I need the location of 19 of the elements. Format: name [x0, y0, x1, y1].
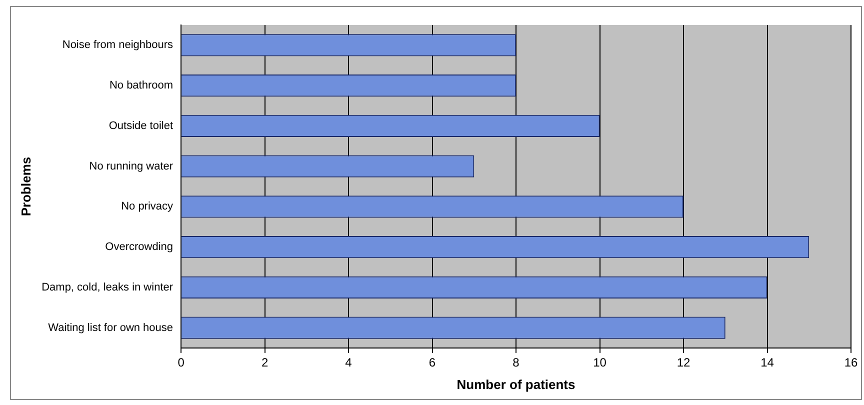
y-axis-title: Problems: [18, 156, 34, 216]
x-tick-label: 12: [676, 356, 691, 370]
x-tick-label: 2: [261, 356, 268, 370]
x-tick-label: 4: [345, 356, 352, 370]
x-axis-title: Number of patients: [456, 376, 576, 392]
x-tick-label: 16: [844, 356, 858, 370]
x-tick-label: 0: [178, 356, 185, 370]
y-tick-label: Waiting list for own house: [48, 322, 174, 334]
y-tick-label: No running water: [89, 160, 174, 172]
y-tick-label: Overcrowding: [105, 241, 174, 254]
y-tick-label: Outside toilet: [108, 120, 174, 132]
x-tick-label: 6: [428, 356, 436, 370]
x-tick-label: 10: [593, 356, 607, 370]
y-tick-label: No privacy: [121, 200, 174, 213]
y-tick-label: Noise from neighbours: [62, 39, 174, 52]
y-tick-label: Damp, cold, leaks in winter: [42, 281, 174, 294]
x-tick-label: 14: [760, 356, 774, 370]
x-tick-label: 8: [512, 356, 520, 370]
y-tick-label: No bathroom: [109, 80, 174, 92]
